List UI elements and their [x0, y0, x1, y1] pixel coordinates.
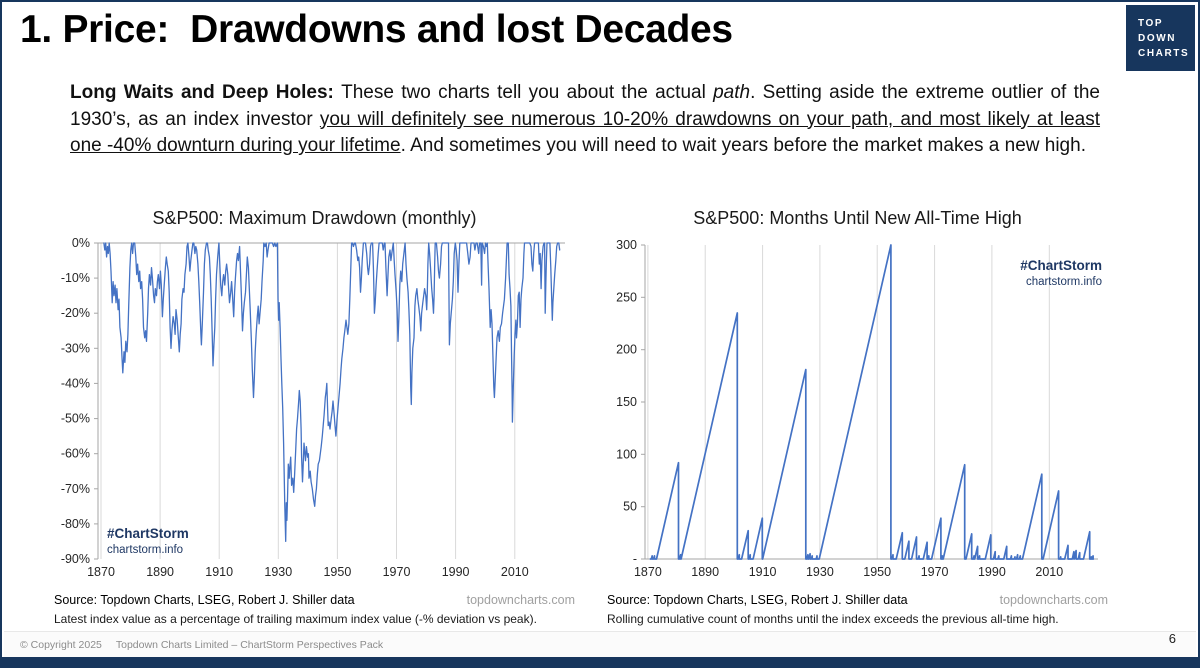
- svg-text:1990: 1990: [442, 565, 470, 579]
- intro-segment: you will definitely see numerous 10-20% …: [70, 108, 1101, 157]
- page-title: 1. Price: Drawdowns and lost Decades: [20, 8, 733, 51]
- svg-text:1930: 1930: [806, 565, 834, 579]
- intro-segment: . And sometimes you will need to wait ye…: [400, 135, 1086, 157]
- svg-text:1930: 1930: [264, 565, 292, 579]
- drawdown-source-text: Source: Topdown Charts, LSEG, Robert J. …: [54, 593, 355, 607]
- svg-text:2010: 2010: [1035, 565, 1063, 579]
- svg-text:-80%: -80%: [61, 517, 90, 531]
- ath-source-row: Source: Topdown Charts, LSEG, Robert J. …: [605, 593, 1110, 607]
- bottom-bar: [2, 657, 1198, 666]
- svg-text:1910: 1910: [205, 565, 233, 579]
- svg-text:50: 50: [623, 500, 637, 514]
- svg-text:-20%: -20%: [61, 306, 90, 320]
- svg-text:1890: 1890: [691, 565, 719, 579]
- drawdown-chart-title: S&P500: Maximum Drawdown (monthly): [152, 208, 477, 228]
- chartstorm-hashtag: #ChartStorm: [107, 526, 189, 541]
- svg-text:-50%: -50%: [61, 412, 90, 426]
- svg-text:150: 150: [616, 395, 637, 409]
- copyright-year: © Copyright 2025: [20, 639, 102, 651]
- logo-line-top: TOP: [1138, 17, 1164, 29]
- svg-text:-90%: -90%: [61, 552, 90, 566]
- chartstorm-branding-right: #ChartStorm chartstorm.info: [1020, 258, 1102, 289]
- ath-chart-block: S&P500: Months Until New All-Time High -…: [605, 208, 1110, 626]
- ath-chart-title: S&P500: Months Until New All-Time High: [693, 208, 1022, 228]
- svg-text:1990: 1990: [978, 565, 1006, 579]
- pack-name: Topdown Charts Limited – ChartStorm Pers…: [115, 639, 384, 651]
- topdown-charts-logo: TOP DOWN CHARTS: [1126, 5, 1195, 71]
- svg-text:1970: 1970: [921, 565, 949, 579]
- intro-segment: path: [713, 82, 751, 103]
- chartstorm-branding-left: #ChartStorm chartstorm.info: [107, 526, 189, 557]
- svg-text:-60%: -60%: [61, 447, 90, 461]
- logo-line-down: DOWN: [1138, 32, 1177, 44]
- ath-source-text: Source: Topdown Charts, LSEG, Robert J. …: [607, 593, 908, 607]
- chartstorm-site: chartstorm.info: [1025, 275, 1102, 288]
- drawdown-source-row: Source: Topdown Charts, LSEG, Robert J. …: [52, 593, 577, 607]
- svg-text:-70%: -70%: [61, 482, 90, 496]
- svg-text:300: 300: [616, 238, 637, 252]
- copyright-text: © Copyright 2025 Topdown Charts Limited –…: [20, 639, 397, 651]
- svg-text:-: -: [633, 552, 637, 566]
- topdowncharts-watermark-left: topdowncharts.com: [466, 593, 575, 607]
- svg-text:1910: 1910: [749, 565, 777, 579]
- svg-text:1890: 1890: [146, 565, 174, 579]
- svg-text:1870: 1870: [87, 565, 115, 579]
- drawdown-chart-area: 0% -10% -20% -30% -40% -50% -60% -70% -80% -90% 18…: [52, 233, 577, 590]
- chartstorm-site: chartstorm.info: [107, 543, 184, 556]
- svg-text:1950: 1950: [863, 565, 891, 579]
- drawdown-chart: 0%-10%-20%-30%-40%-50%-60%-70%-80%-90%18…: [61, 236, 565, 579]
- intro-segment: Long Waits and Deep Holes:: [70, 82, 342, 103]
- intro-segment: . Setting aside the extreme outlier of t…: [70, 82, 1100, 130]
- topdowncharts-watermark-right: topdowncharts.com: [999, 593, 1108, 607]
- svg-text:-40%: -40%: [61, 376, 90, 390]
- drawdown-caption: Latest index value as a percentage of tr…: [54, 612, 537, 626]
- svg-text:100: 100: [616, 447, 637, 461]
- footer-strip: © Copyright 2025 Topdown Charts Limited –…: [4, 631, 1196, 657]
- svg-text:250: 250: [616, 290, 637, 304]
- page-number: 6: [1168, 631, 1176, 646]
- svg-text:-10%: -10%: [61, 271, 90, 285]
- chartstorm-hashtag: #ChartStorm: [1020, 258, 1102, 273]
- svg-text:200: 200: [616, 343, 637, 357]
- svg-text:1950: 1950: [323, 565, 351, 579]
- logo-line-charts: CHARTS: [1138, 47, 1190, 59]
- svg-text:-30%: -30%: [61, 341, 90, 355]
- svg-text:2010: 2010: [501, 565, 529, 579]
- ath-chart: - 50 100 150 200 250 300 1870 1890 1910 1930 1950 19…: [616, 238, 1098, 579]
- ath-chart-area: - 50 100 150 200 250 300 1870 1890 1910 1930 1950 19…: [605, 233, 1110, 590]
- drawdown-chart-block: S&P500: Maximum Drawdown (monthly) 0% -10…: [52, 208, 577, 626]
- svg-text:1970: 1970: [383, 565, 411, 579]
- svg-text:1870: 1870: [634, 565, 662, 579]
- intro-segment: These two charts tell you about the actu…: [341, 82, 714, 103]
- svg-text:0%: 0%: [72, 236, 90, 250]
- intro-paragraph: Long Waits and Deep Holes: These two cha…: [70, 80, 1100, 160]
- ath-caption: Rolling cumulative count of months until…: [607, 612, 1059, 626]
